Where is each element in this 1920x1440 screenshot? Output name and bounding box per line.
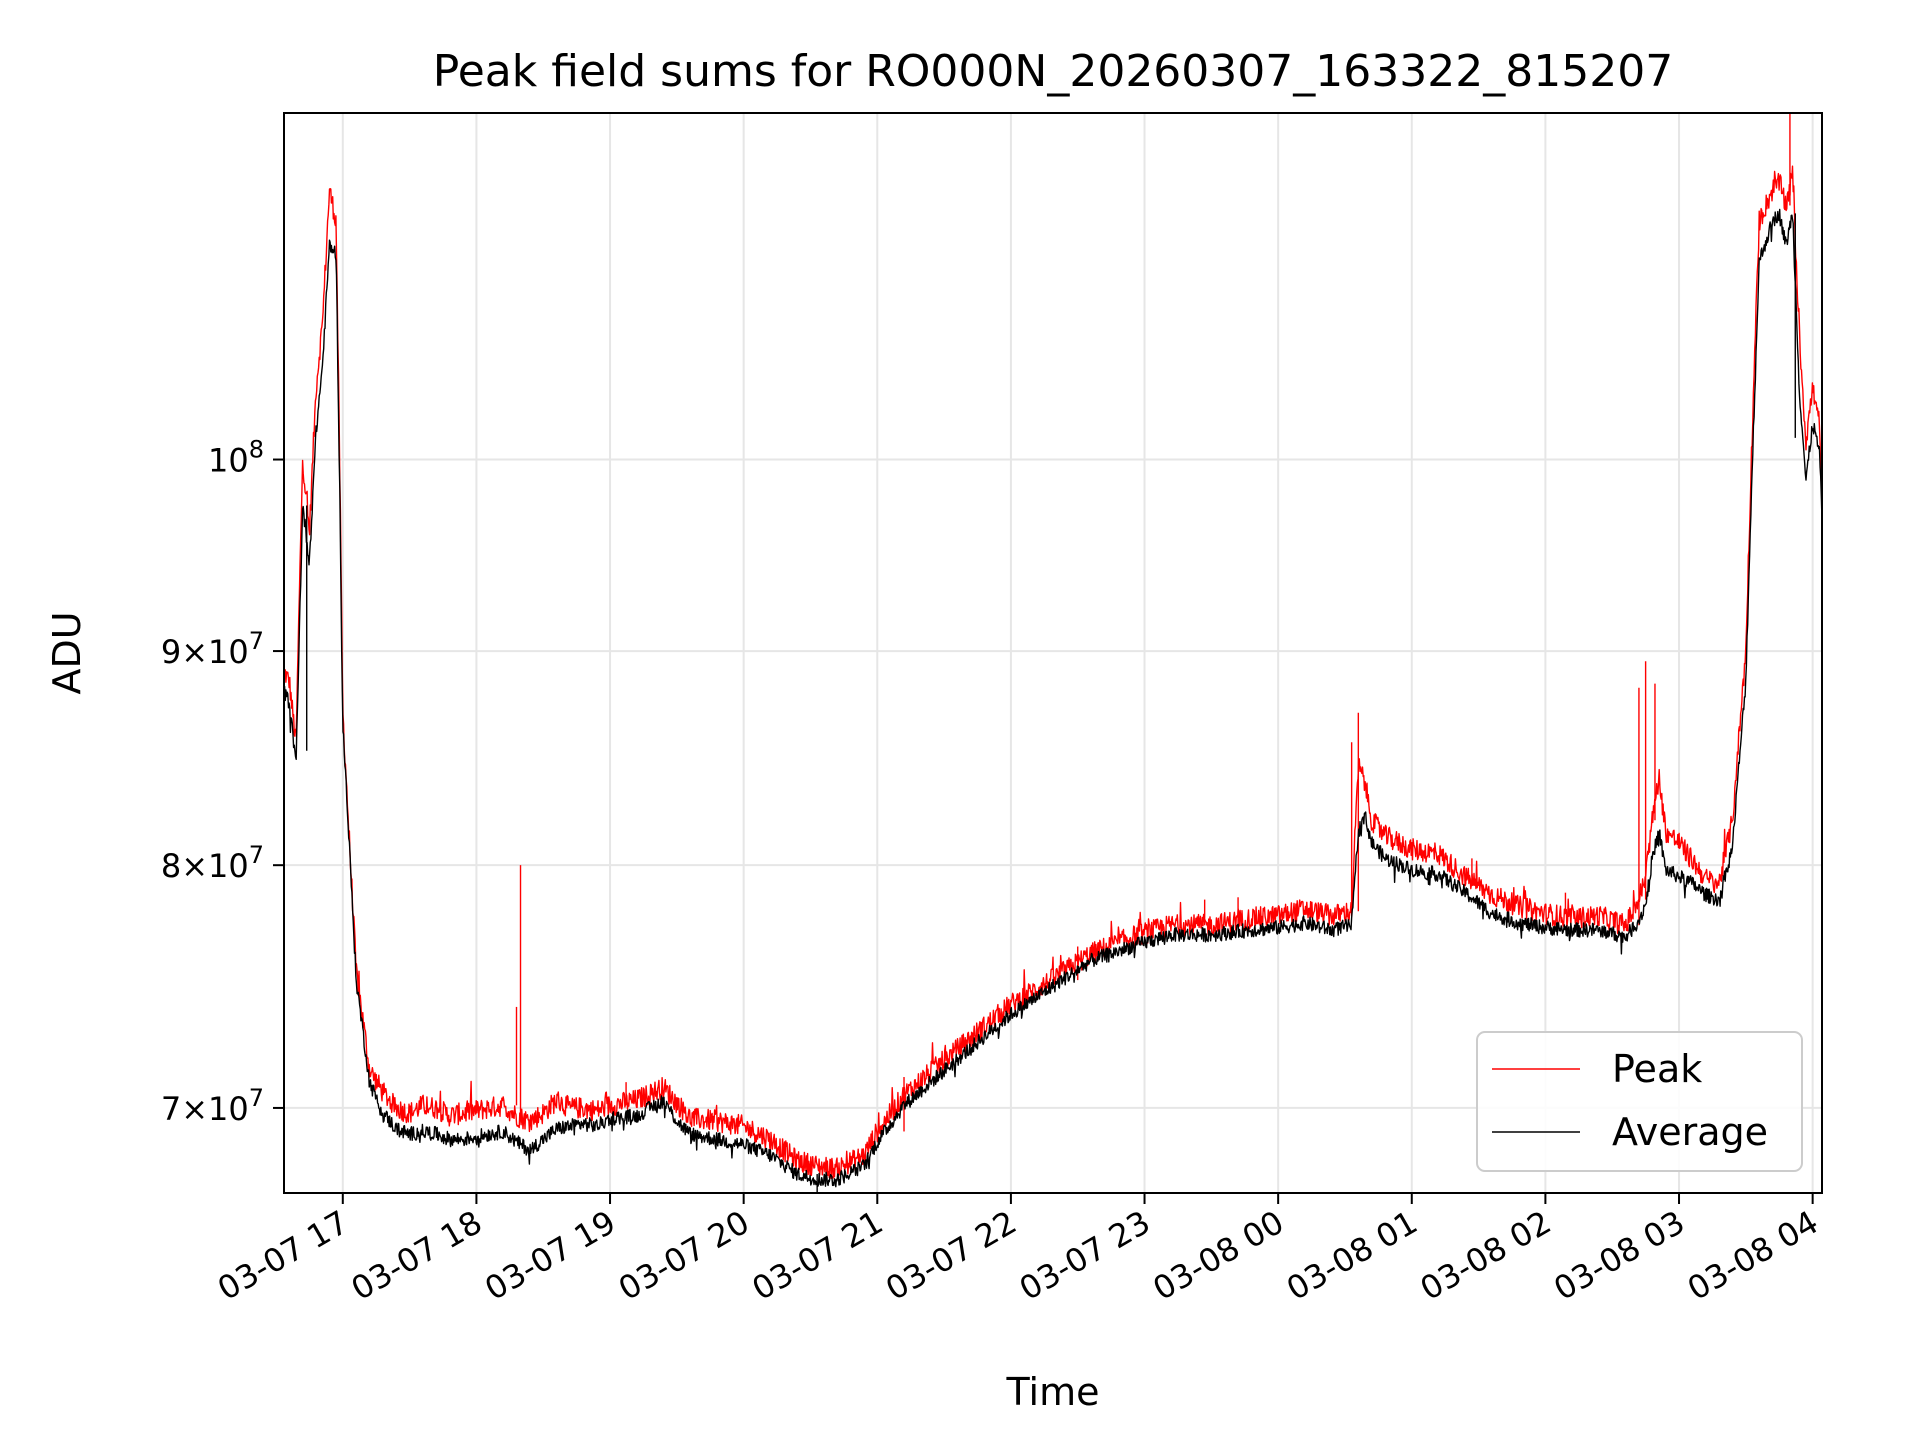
legend-box (1476, 1031, 1803, 1172)
y-tick-label: 108 (208, 436, 264, 480)
y-tick-label: 9×107 (161, 627, 264, 671)
plot-frame (283, 112, 1823, 1194)
y-axis: 7×107 8×107 9×107 108 (161, 436, 284, 1128)
chart-title: Peak field sums for RO000N_20260307_1633… (433, 46, 1673, 97)
y-tick-label: 8×107 (161, 841, 264, 885)
series-line-average (284, 208, 1822, 1188)
x-axis-label: Time (1006, 1370, 1100, 1414)
legend-label-peak: Peak (1612, 1047, 1702, 1091)
series-layer (284, 113, 1822, 1193)
legend: Peak Average (1476, 1031, 1803, 1172)
y-axis-label: ADU (45, 611, 89, 694)
y-tick-label: 7×107 (161, 1084, 264, 1128)
legend-label-average: Average (1612, 1110, 1768, 1154)
